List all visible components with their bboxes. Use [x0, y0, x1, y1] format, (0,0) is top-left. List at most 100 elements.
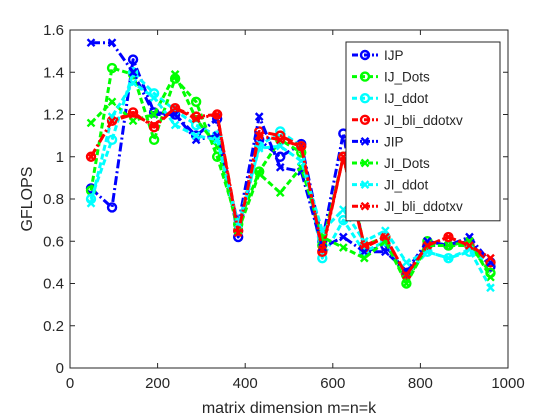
data-point	[191, 114, 201, 124]
data-point	[359, 241, 369, 250]
data-point	[86, 152, 96, 162]
data-point	[191, 131, 201, 140]
data-point	[402, 270, 411, 280]
x-tick-label: 600	[320, 375, 345, 392]
data-point	[149, 120, 159, 130]
legend-label: IJP	[384, 48, 404, 63]
x-axis-label: matrix dimension m=n=k	[202, 400, 377, 417]
data-point	[486, 253, 495, 263]
data-point	[444, 232, 453, 242]
legend-marker	[360, 201, 370, 211]
legend-marker	[360, 158, 370, 168]
data-point	[106, 62, 118, 74]
data-point	[359, 253, 369, 263]
y-tick-label: 0.8	[43, 191, 64, 208]
data-point	[317, 245, 327, 255]
legend-marker	[359, 71, 371, 82]
y-tick-label: 1	[56, 149, 64, 166]
axis-ticks: 0 200 400 600 800 1000 0 0.2 0.4 0.6 0.8 1 1.2 1.4 1.6	[43, 22, 525, 392]
data-point	[212, 135, 222, 145]
data-point	[149, 110, 159, 119]
legend-item: JIP	[352, 134, 404, 149]
legend-marker	[360, 180, 370, 189]
series-layer	[85, 38, 496, 293]
data-point	[170, 103, 180, 113]
data-point	[486, 283, 495, 293]
series-line	[89, 72, 492, 285]
legend-label: IJ_ddot	[384, 91, 429, 106]
data-point	[107, 97, 117, 107]
legend-label: JI_ddot	[384, 178, 429, 193]
data-point	[149, 93, 159, 102]
x-tick-label: 0	[66, 375, 74, 392]
data-point	[443, 252, 454, 264]
data-point	[107, 116, 117, 126]
y-tick-label: 0.6	[43, 233, 64, 250]
data-point	[296, 141, 306, 151]
data-point	[402, 279, 411, 288]
data-point	[170, 70, 180, 79]
data-point	[465, 241, 474, 250]
data-point	[86, 118, 96, 128]
y-tick-label: 0.2	[43, 318, 64, 335]
x-tick-label: 400	[233, 375, 258, 392]
data-point	[338, 243, 348, 252]
x-tick-label: 1000	[491, 375, 524, 392]
data-point	[86, 38, 96, 48]
data-point	[128, 67, 138, 77]
data-point	[233, 228, 243, 238]
data-point	[127, 54, 139, 65]
legend-marker	[360, 137, 370, 146]
legend-marker	[359, 49, 371, 61]
data-point	[402, 258, 411, 267]
series-8	[86, 103, 495, 280]
data-point	[148, 134, 160, 146]
data-point	[254, 112, 264, 121]
y-tick-label: 1.2	[43, 107, 64, 124]
data-point	[254, 169, 264, 178]
data-point	[444, 253, 453, 263]
data-point	[128, 110, 138, 119]
data-point	[127, 67, 139, 78]
series-line	[91, 41, 492, 273]
y-tick-label: 0	[56, 360, 64, 377]
data-point	[486, 272, 495, 282]
data-point	[359, 246, 370, 258]
data-point	[148, 121, 160, 133]
data-point	[275, 188, 285, 198]
data-point	[296, 156, 306, 166]
data-point	[444, 241, 453, 250]
legend-item: JI_bli_ddotxv	[352, 113, 463, 128]
data-point	[148, 107, 160, 118]
x-tick-label: 200	[145, 375, 170, 392]
data-point	[106, 202, 118, 213]
legend-label: JI_Dots	[384, 156, 430, 171]
legend-item: JI_bli_ddotxv	[352, 199, 463, 214]
data-point	[190, 96, 202, 108]
legend-item: IJP	[352, 48, 404, 63]
data-point	[128, 78, 138, 88]
legend: IJP IJ_Dots IJ_ddot JI_bli_ddotxv JIP JI_Dots…	[345, 41, 501, 222]
data-point	[169, 102, 181, 114]
legend-box	[345, 41, 501, 222]
data-point	[107, 38, 117, 48]
legend-label: IJ_Dots	[384, 70, 430, 85]
legend-label: JI_bli_ddotxv	[384, 113, 463, 128]
legend-label: JI_bli_ddotxv	[384, 199, 463, 214]
data-point	[338, 232, 348, 242]
data-point	[127, 107, 139, 118]
legend-marker	[359, 114, 371, 126]
y-tick-label: 1.6	[43, 22, 64, 39]
data-point	[275, 151, 286, 162]
data-point	[106, 134, 118, 146]
legend-item: JI_Dots	[352, 156, 430, 171]
x-tick-label: 800	[408, 375, 433, 392]
data-point	[317, 252, 328, 264]
data-point	[212, 110, 222, 119]
data-point	[170, 120, 180, 130]
legend-item: JI_ddot	[352, 178, 429, 193]
legend-label: JIP	[384, 134, 404, 149]
data-point	[86, 198, 96, 208]
data-point	[381, 247, 390, 257]
